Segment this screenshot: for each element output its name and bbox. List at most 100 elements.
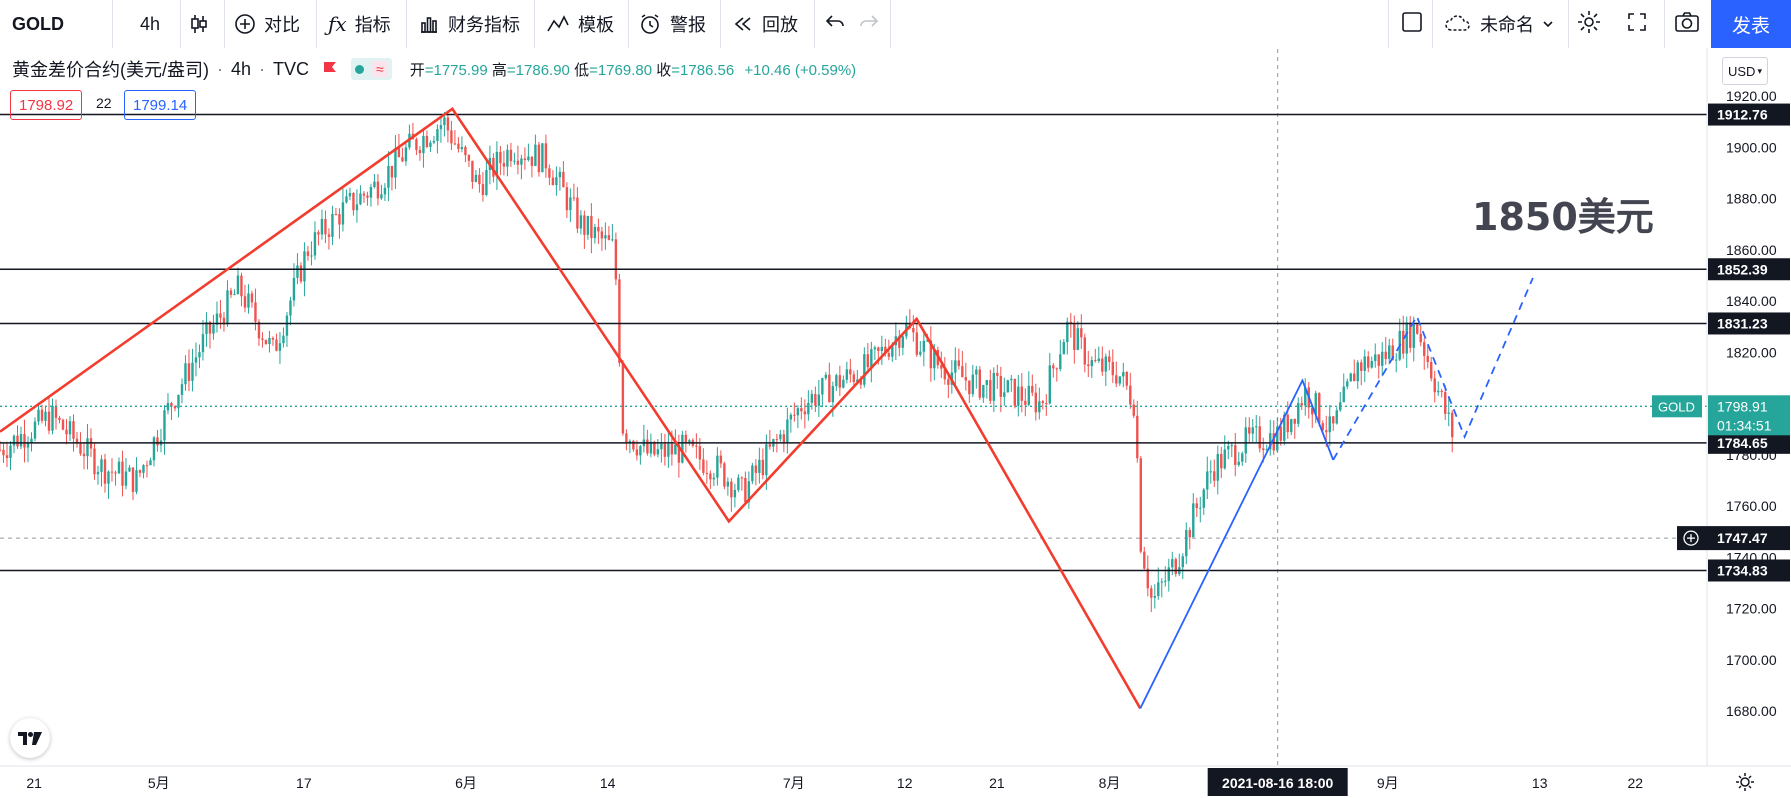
compare-button[interactable]: 对比 [234, 0, 300, 48]
symbol-search[interactable]: GOLD [12, 0, 64, 48]
candle [1423, 338, 1426, 370]
candle [271, 336, 275, 346]
candle [1346, 378, 1349, 390]
candle [352, 192, 355, 216]
candle [37, 402, 40, 426]
gear-icon [1736, 773, 1754, 791]
time-tick-label: 13 [1532, 775, 1548, 791]
candle [1265, 444, 1268, 452]
price-tick-label: 1880.00 [1726, 191, 1777, 207]
candle [667, 430, 670, 468]
indicators-button[interactable]: ƒx 指标 [328, 0, 391, 48]
candle [513, 152, 516, 165]
candle [19, 426, 23, 450]
sell-price-button[interactable]: 1798.92 [10, 90, 83, 120]
candle [565, 182, 569, 218]
alert-button[interactable]: 警报 [638, 0, 706, 48]
candle [1062, 338, 1066, 355]
tradingview-logo[interactable] [10, 718, 50, 758]
high-value: =1786.90 [506, 61, 570, 79]
chart-type-button[interactable] [188, 0, 218, 48]
candle [551, 170, 555, 186]
price-chart[interactable]: 1680.001700.001720.001740.001760.001780.… [0, 48, 1791, 798]
candle [471, 160, 474, 189]
candle [1293, 418, 1296, 439]
candle [506, 144, 509, 177]
candle [1367, 351, 1370, 373]
candle [586, 215, 590, 240]
candle [684, 430, 688, 453]
candle [478, 168, 481, 193]
fullscreen-button[interactable] [1626, 0, 1648, 48]
candle [618, 273, 621, 367]
candle [229, 287, 233, 298]
market-status-icon [355, 64, 365, 74]
candle [1255, 414, 1258, 443]
candle [789, 412, 793, 433]
candle [1395, 352, 1398, 373]
candle [327, 228, 331, 250]
flag-icon[interactable] [323, 61, 337, 77]
candle [1416, 323, 1419, 335]
layout-name-menu[interactable]: 未命名 [1444, 0, 1554, 48]
candle [1101, 346, 1104, 376]
candle [187, 349, 191, 392]
candle [467, 154, 471, 167]
candle [145, 460, 149, 478]
candle [625, 429, 628, 451]
candle [604, 222, 607, 250]
candle [1447, 397, 1450, 427]
price-annotation-text[interactable]: 1850美元 [1472, 195, 1654, 239]
candle [639, 444, 642, 465]
zigzag-blue-line[interactable] [1139, 378, 1335, 709]
candle [460, 136, 464, 153]
candle [1328, 404, 1331, 447]
candle [964, 362, 968, 391]
candle [1213, 459, 1216, 488]
select-layout-button[interactable] [1400, 0, 1424, 48]
candle [310, 241, 313, 266]
candle [1031, 374, 1034, 397]
templates-button[interactable]: 模板 [546, 0, 614, 48]
alert-label: 警报 [670, 15, 706, 35]
candle [719, 450, 723, 468]
add-alert-icon[interactable] [1683, 530, 1699, 546]
candle [114, 470, 117, 486]
candle [523, 147, 527, 170]
candle [1430, 356, 1433, 382]
candle [1118, 376, 1121, 387]
candle [1381, 342, 1384, 377]
settings-button[interactable] [1576, 0, 1602, 48]
candle [338, 208, 341, 239]
candle [1363, 349, 1366, 383]
financials-button[interactable]: 财务指标 [418, 0, 520, 48]
interval-selector[interactable]: 4h [140, 0, 160, 48]
candles-icon [188, 13, 210, 35]
candle [457, 137, 460, 153]
candle [1227, 440, 1230, 460]
candle [943, 357, 947, 385]
candle [548, 164, 551, 185]
buy-price-button[interactable]: 1799.14 [124, 90, 197, 120]
projection-blue-dashed-line[interactable] [1332, 277, 1534, 461]
candle [695, 433, 698, 459]
candle [1216, 445, 1219, 495]
status-dots[interactable]: ≈ [351, 58, 392, 80]
redo-button[interactable] [858, 0, 880, 48]
candle [422, 127, 425, 168]
zigzag-red-line[interactable] [0, 106, 1142, 710]
currency-selector[interactable]: USD ▾ [1722, 57, 1768, 85]
undo-button[interactable] [824, 0, 846, 48]
symbol-tag-label: GOLD [1658, 399, 1695, 414]
publish-button[interactable]: 发表 [1711, 0, 1791, 48]
candle [2, 443, 5, 464]
axis-settings-icon[interactable] [1740, 777, 1750, 787]
candle [1335, 407, 1338, 425]
candle [1433, 370, 1436, 403]
replay-button[interactable]: 回放 [732, 0, 798, 48]
close-label: 收 [656, 61, 672, 79]
candle [632, 439, 635, 452]
candle [401, 147, 404, 163]
snapshot-button[interactable] [1674, 0, 1700, 48]
candle [961, 350, 964, 378]
